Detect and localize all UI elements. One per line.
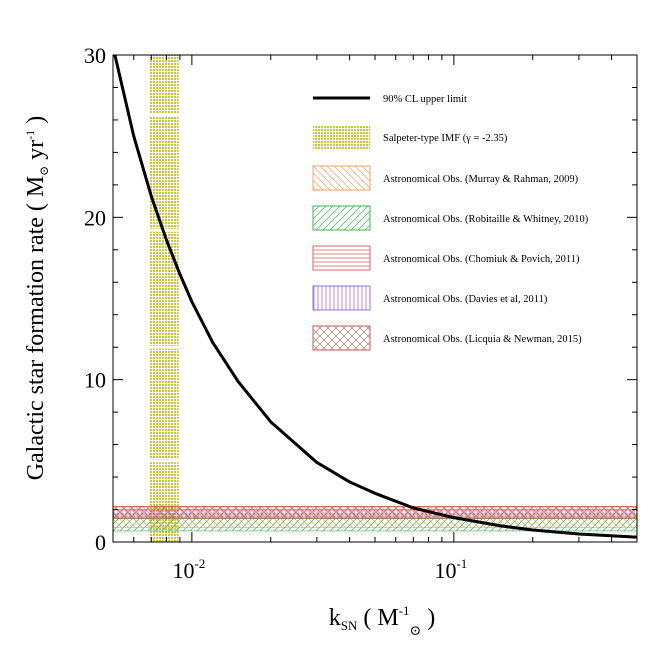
legend-label-band-5: Astronomical Obs. (Licquia & Newman, 201… <box>383 334 582 345</box>
upper-limit-curve <box>113 55 637 539</box>
band-5 <box>113 506 637 519</box>
legend-swatch-band-1 <box>312 165 371 191</box>
band-2 <box>113 518 637 531</box>
legend-swatch-band-3 <box>312 245 371 271</box>
band-0-segment <box>149 116 179 229</box>
legend-swatch-band-2 <box>312 205 371 231</box>
sun-symbol-icon: ⊙ <box>410 624 422 639</box>
curve-layer <box>113 55 637 539</box>
x-axis-label: kSN ( M-1⊙ ) <box>329 603 436 639</box>
y-tick-label: 20 <box>84 205 106 230</box>
sun-symbol-icon: ⊙ <box>37 166 51 176</box>
band-0-segment <box>149 55 179 114</box>
band-0-segment <box>149 231 179 346</box>
legend-label-curve: 90% CL upper limit <box>383 94 467 105</box>
legend-label-band-3: Astronomical Obs. (Chomiuk & Povich, 201… <box>383 254 580 265</box>
x-tick-label: 10-1 <box>434 556 467 583</box>
y-tick-label: 30 <box>84 43 106 68</box>
legend-swatch-band-0 <box>313 125 370 149</box>
band-0-segment <box>149 348 179 460</box>
y-axis-label: Galactic star formation rate ( M⊙ yr-1 ) <box>23 116 51 481</box>
legend-label-band-4: Astronomical Obs. (Davies et al, 2011) <box>383 294 548 305</box>
legend-label-band-2: Astronomical Obs. (Robitaille & Whitney,… <box>383 214 589 225</box>
y-tick-label: 0 <box>95 530 106 555</box>
legend-label-band-1: Astronomical Obs. (Murray & Rahman, 2009… <box>383 174 579 185</box>
legend-label-band-0: Salpeter-type IMF (γ = -2.35) <box>383 133 508 144</box>
y-axis: 0 10 20 30 <box>84 43 637 555</box>
legend-swatch-band-5 <box>312 325 371 351</box>
legend-swatch-band-4 <box>312 285 371 311</box>
x-axis: 10-2 10-1 <box>112 55 638 583</box>
y-tick-label: 10 <box>84 368 106 393</box>
x-tick-label: 10-2 <box>172 556 205 583</box>
legend: 90% CL upper limit Salpeter-type IMF (γ =… <box>312 94 589 351</box>
